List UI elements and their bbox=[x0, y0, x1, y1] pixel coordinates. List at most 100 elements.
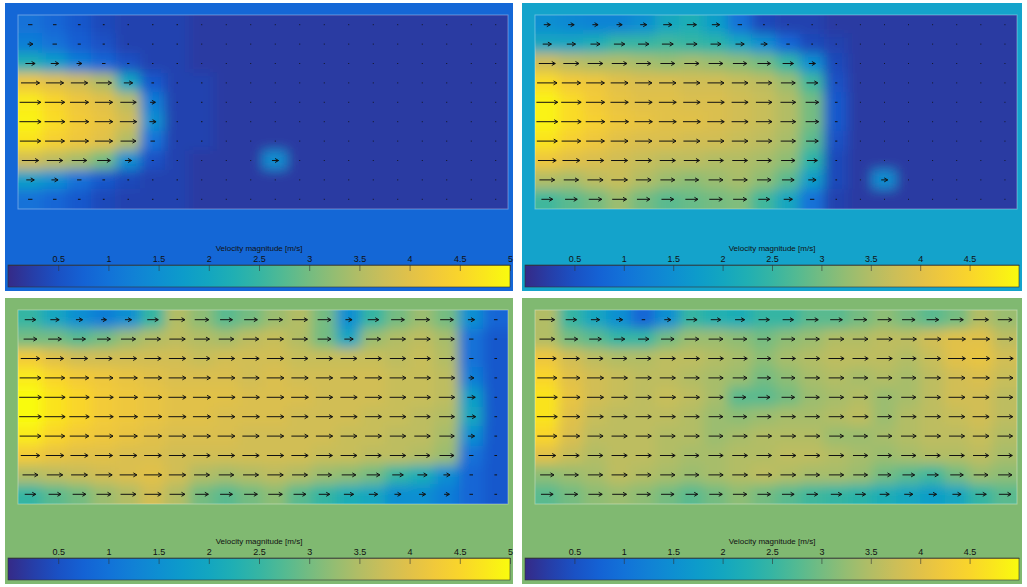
velocity-vector bbox=[439, 357, 454, 361]
tick-mark bbox=[108, 558, 109, 564]
cell bbox=[703, 426, 728, 446]
cell bbox=[214, 484, 240, 504]
velocity-vector bbox=[267, 376, 284, 380]
cell bbox=[920, 131, 945, 151]
velocity-vector bbox=[684, 454, 699, 458]
cell bbox=[920, 368, 945, 388]
velocity-vector bbox=[998, 454, 1013, 458]
velocity-vector bbox=[469, 494, 473, 495]
cell bbox=[944, 465, 969, 485]
velocity-vector bbox=[738, 24, 742, 25]
velocity-vector bbox=[563, 434, 580, 438]
cell bbox=[336, 368, 362, 388]
cell bbox=[18, 368, 43, 388]
cell bbox=[483, 465, 508, 485]
velocity-vector bbox=[877, 337, 893, 341]
cell bbox=[535, 189, 560, 209]
velocity-vector bbox=[683, 139, 699, 143]
cell bbox=[751, 407, 776, 427]
velocity-vector bbox=[323, 82, 325, 83]
cell bbox=[116, 189, 142, 209]
velocity-vector bbox=[299, 141, 301, 142]
velocity-vector bbox=[541, 197, 552, 201]
cell bbox=[607, 310, 632, 330]
velocity-vector bbox=[103, 199, 105, 200]
velocity-vector bbox=[877, 395, 891, 399]
velocity-vector bbox=[274, 63, 276, 64]
cell bbox=[583, 368, 608, 388]
cell bbox=[848, 92, 873, 112]
velocity-vector bbox=[660, 415, 676, 419]
cell bbox=[238, 189, 264, 209]
velocity-vector bbox=[540, 473, 554, 477]
cell bbox=[896, 150, 921, 170]
plot-area bbox=[535, 15, 1017, 209]
tick: 3 bbox=[307, 547, 312, 564]
velocity-vector bbox=[367, 473, 380, 477]
velocity-vector bbox=[495, 160, 497, 161]
velocity-vector bbox=[45, 120, 65, 124]
velocity-vector bbox=[78, 24, 81, 25]
cell bbox=[751, 426, 776, 446]
cell bbox=[287, 368, 313, 388]
velocity-vector bbox=[810, 199, 814, 200]
cell bbox=[189, 131, 215, 151]
velocity-vector bbox=[344, 337, 353, 341]
cell bbox=[116, 445, 142, 465]
velocity-vector bbox=[390, 434, 406, 438]
velocity-vector bbox=[342, 473, 356, 477]
velocity-vector bbox=[96, 81, 111, 85]
velocity-vector bbox=[686, 42, 697, 46]
field-frame bbox=[18, 310, 508, 504]
cell bbox=[483, 15, 508, 35]
velocity-vector bbox=[19, 120, 41, 124]
tick-label: 4 bbox=[918, 547, 923, 557]
velocity-vector bbox=[415, 454, 430, 458]
velocity-vector bbox=[201, 44, 203, 45]
panel: 0.511.522.533.544.5Velocity magnitude [m… bbox=[519, 0, 1027, 291]
cell bbox=[824, 150, 849, 170]
velocity-vector bbox=[537, 81, 557, 85]
velocity-vector bbox=[880, 492, 890, 496]
cell bbox=[631, 92, 656, 112]
velocity-vector bbox=[660, 376, 676, 380]
cell bbox=[727, 92, 752, 112]
cell bbox=[607, 465, 632, 485]
cell bbox=[214, 387, 240, 407]
cell bbox=[920, 465, 945, 485]
velocity-vector bbox=[292, 473, 307, 477]
cell bbox=[410, 170, 436, 190]
velocity-vector bbox=[344, 492, 354, 496]
cell bbox=[848, 348, 873, 368]
cell bbox=[751, 170, 776, 190]
velocity-vector bbox=[348, 63, 350, 64]
tick-mark bbox=[673, 265, 674, 271]
velocity-vector bbox=[390, 357, 406, 361]
velocity-vector bbox=[614, 42, 625, 46]
velocity-vector bbox=[949, 454, 964, 458]
velocity-vector bbox=[950, 473, 963, 477]
cell bbox=[679, 34, 704, 54]
velocity-vector bbox=[397, 199, 399, 200]
velocity-vector bbox=[662, 42, 673, 46]
velocity-vector bbox=[610, 120, 628, 124]
velocity-vector bbox=[683, 100, 700, 104]
velocity-vector bbox=[299, 44, 301, 45]
cell bbox=[848, 189, 873, 209]
cell bbox=[67, 15, 93, 35]
cell bbox=[944, 407, 969, 427]
cell bbox=[703, 131, 728, 151]
cell bbox=[776, 73, 801, 93]
velocity-vector bbox=[635, 81, 652, 85]
tick: 4 bbox=[918, 254, 923, 271]
velocity-vector bbox=[588, 62, 603, 66]
cell bbox=[776, 131, 801, 151]
cell bbox=[896, 189, 921, 209]
cell bbox=[896, 329, 921, 349]
velocity-vector bbox=[807, 159, 817, 163]
velocity-vector bbox=[152, 63, 153, 64]
cell bbox=[385, 170, 411, 190]
cell bbox=[968, 34, 993, 54]
velocity-vector bbox=[21, 357, 40, 361]
velocity-vector bbox=[250, 102, 252, 103]
